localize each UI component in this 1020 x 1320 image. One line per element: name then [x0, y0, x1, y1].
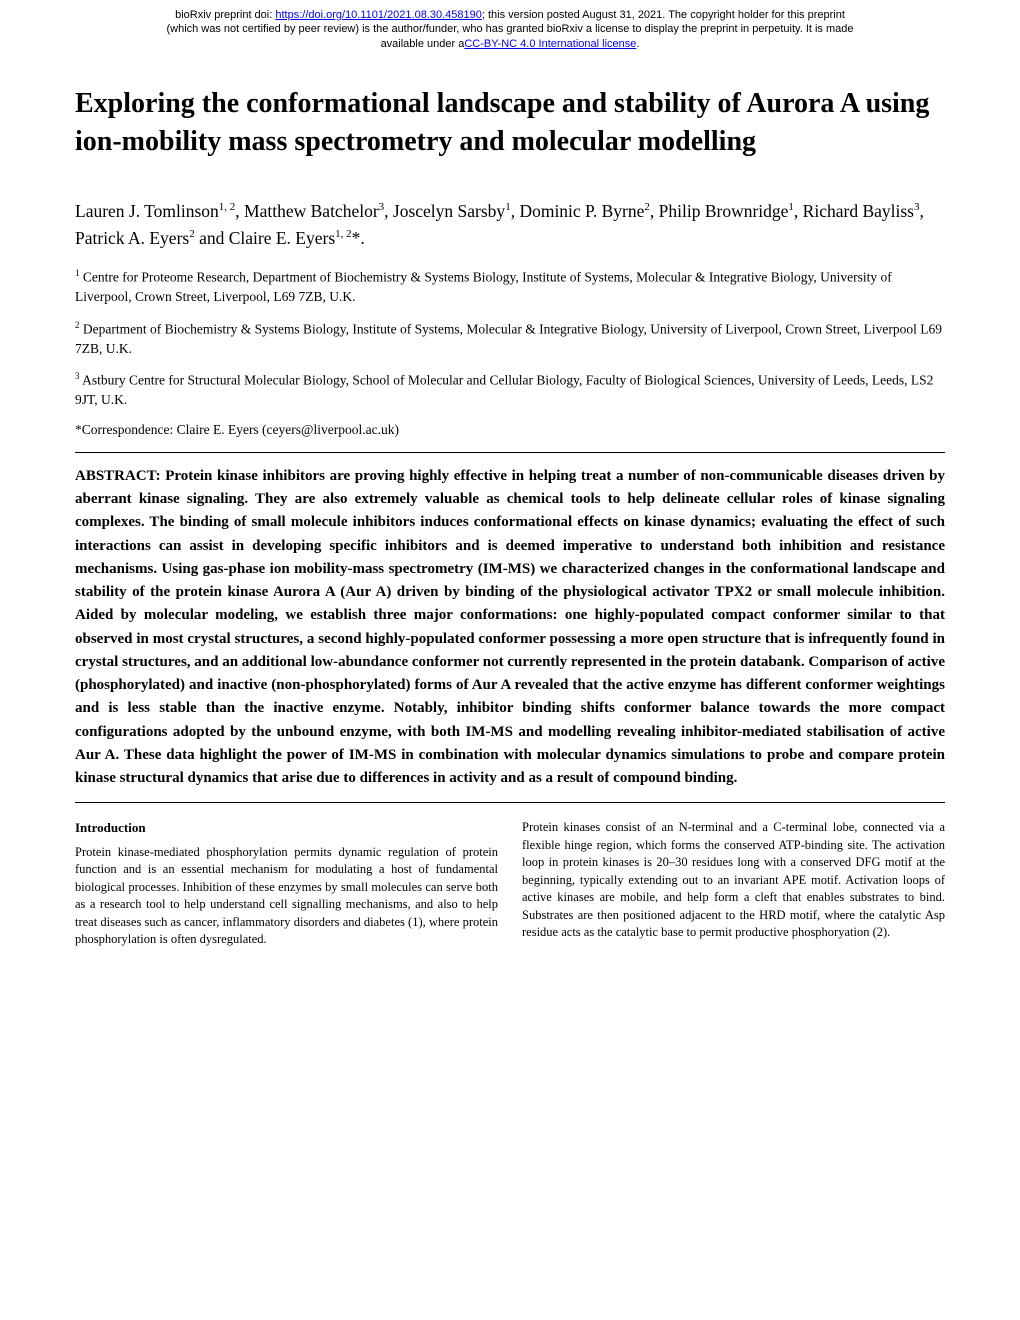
affiliation-1: 1 Centre for Proteome Research, Departme… [75, 267, 945, 307]
intro-para-right: Protein kinases consist of an N-terminal… [522, 819, 945, 942]
author-list: Lauren J. Tomlinson1, 2, Matthew Batchel… [75, 198, 945, 251]
abstract-body: Protein kinase inhibitors are proving hi… [75, 468, 945, 786]
affiliation-3: 3 Astbury Centre for Structural Molecula… [75, 370, 945, 410]
left-column: Introduction Protein kinase-mediated pho… [75, 819, 498, 948]
abstract-label: ABSTRACT: [75, 468, 165, 484]
abstract-section: ABSTRACT: Protein kinase inhibitors are … [75, 452, 945, 804]
license-link[interactable]: CC-BY-NC 4.0 International license [464, 38, 636, 50]
preprint-line1-suffix: ; this version posted August 31, 2021. T… [482, 9, 845, 21]
doi-link[interactable]: https://doi.org/10.1101/2021.08.30.45819… [275, 9, 482, 21]
affiliation-2: 2 Department of Biochemistry & Systems B… [75, 319, 945, 359]
page-content: Exploring the conformational landscape a… [0, 55, 1020, 949]
body-columns: Introduction Protein kinase-mediated pho… [75, 819, 945, 948]
preprint-line2: (which was not certified by peer review)… [166, 23, 853, 35]
abstract-text: ABSTRACT: Protein kinase inhibitors are … [75, 465, 945, 791]
right-column: Protein kinases consist of an N-terminal… [522, 819, 945, 948]
affiliation-text-2: Department of Biochemistry & Systems Bio… [75, 321, 942, 356]
preprint-line1-prefix: bioRxiv preprint doi: [175, 9, 275, 21]
preprint-notice: bioRxiv preprint doi: https://doi.org/10… [0, 0, 1020, 55]
paper-title: Exploring the conformational landscape a… [75, 85, 945, 161]
preprint-line3-prefix: available under a [381, 38, 465, 50]
affiliation-text-3: Astbury Centre for Structural Molecular … [75, 373, 933, 408]
intro-para-left: Protein kinase-mediated phosphorylation … [75, 844, 498, 949]
introduction-heading: Introduction [75, 819, 498, 837]
affiliation-text-1: Centre for Proteome Research, Department… [75, 269, 892, 304]
preprint-line3-suffix: . [636, 38, 639, 50]
correspondence: *Correspondence: Claire E. Eyers (ceyers… [75, 422, 945, 438]
